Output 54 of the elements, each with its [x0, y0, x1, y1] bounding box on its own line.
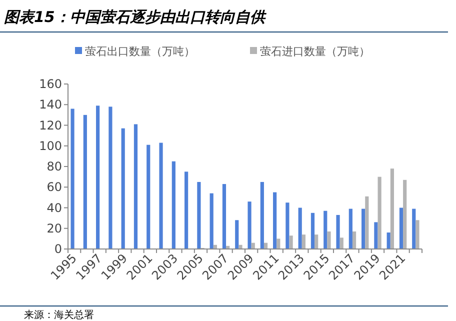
bar — [172, 161, 176, 249]
y-tick-label: 80 — [46, 160, 62, 174]
bar — [235, 220, 239, 249]
bar — [159, 142, 163, 249]
y-tick-label: 120 — [39, 118, 62, 132]
bar — [260, 182, 264, 249]
bar — [302, 234, 306, 249]
bar — [210, 193, 214, 249]
bar — [248, 202, 252, 249]
y-tick-label: 140 — [39, 98, 62, 112]
bar — [327, 231, 331, 249]
bar — [403, 180, 407, 249]
bar — [340, 238, 344, 249]
bar — [412, 208, 416, 249]
bar — [286, 202, 290, 249]
chart-title: 图表15：中国萤石逐步由出口转向自供 — [4, 8, 267, 26]
bar — [273, 192, 277, 249]
legend-label: 萤石进口数量（万吨） — [260, 45, 370, 58]
bar — [276, 238, 280, 249]
bar — [184, 172, 188, 249]
bar — [108, 106, 112, 249]
bar — [362, 208, 366, 249]
bar — [390, 168, 394, 249]
y-tick-label: 100 — [39, 138, 62, 153]
bar — [222, 184, 226, 249]
bar — [365, 196, 369, 249]
bar — [83, 114, 87, 249]
bar — [298, 208, 302, 249]
bar — [348, 208, 352, 249]
bar — [197, 182, 201, 249]
bar — [386, 232, 390, 249]
y-tick-label: 160 — [39, 77, 62, 91]
bar — [96, 106, 100, 249]
bar — [310, 212, 315, 249]
bar — [352, 231, 356, 249]
bar — [399, 208, 404, 249]
bar — [238, 244, 242, 249]
bar — [70, 108, 74, 249]
y-tick-label: 60 — [46, 180, 62, 194]
bar — [289, 236, 293, 249]
bar — [324, 210, 328, 249]
bar — [134, 124, 138, 249]
source-note: 来源：海关总署 — [24, 309, 94, 321]
y-tick-label: 40 — [46, 200, 62, 215]
y-tick-label: 20 — [46, 221, 62, 236]
y-tick-label: 0 — [54, 242, 62, 256]
legend-label: 萤石出口数量（万吨） — [85, 45, 195, 58]
bar — [378, 176, 382, 249]
bar — [146, 144, 150, 249]
bar — [336, 214, 340, 249]
bar — [374, 222, 378, 249]
bar — [416, 220, 420, 249]
bar — [314, 234, 318, 249]
bar — [121, 128, 125, 249]
